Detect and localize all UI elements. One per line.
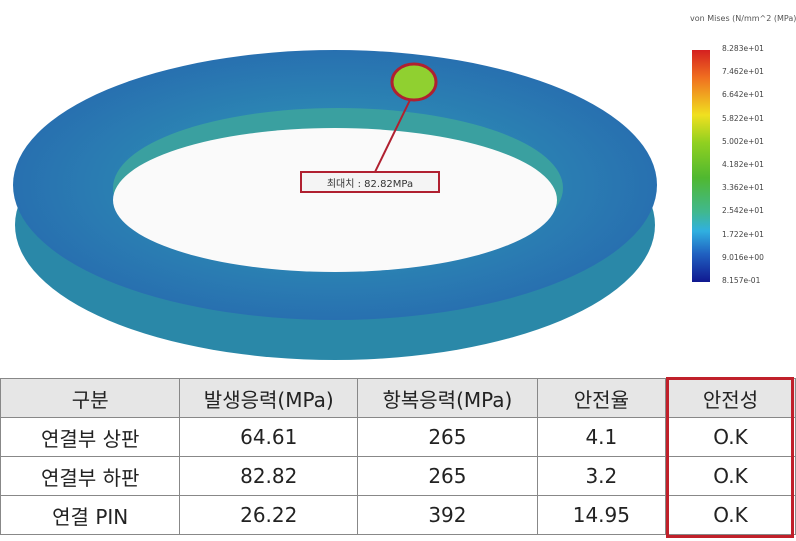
table-cell: 14.95 (536, 495, 666, 535)
max-stress-marker (390, 62, 438, 102)
legend-label: 5.822e+01 (722, 113, 764, 123)
legend-label: 3.362e+01 (722, 183, 764, 193)
legend-label: 1.722e+01 (722, 229, 764, 239)
ring-hole (113, 128, 557, 272)
table-cell: 392 (357, 495, 538, 535)
legend-label: 2.542e+01 (722, 206, 764, 216)
table-cell: 연결 PIN (0, 495, 181, 535)
table-cell: 265 (357, 417, 538, 457)
table-cell: 64.61 (179, 417, 359, 457)
table-cell: 3.2 (536, 456, 666, 496)
column-header: 안전성 (664, 378, 796, 418)
column-header: 안전율 (536, 378, 666, 418)
table-cell: 26.22 (179, 495, 359, 535)
legend-title: von Mises (N/mm^2 (MPa)) (690, 14, 796, 23)
table-row: 연결부 하판 82.82 265 3.2 O.K (0, 456, 796, 496)
table-cell: 82.82 (179, 456, 359, 496)
table-cell: O.K (664, 495, 796, 535)
table-cell: 4.1 (536, 417, 666, 457)
legend-label: 8.283e+01 (722, 44, 764, 53)
table-cell: O.K (664, 417, 796, 457)
legend-label: 8.157e-01 (722, 276, 761, 285)
legend-colorbar (692, 50, 710, 282)
table-cell: 연결부 상판 (0, 417, 181, 457)
column-header: 발생응력(MPa) (179, 378, 359, 418)
stress-contour-figure: 최대치 : 82.82MPa von Mises (N/mm^2 (MPa)) … (13, 14, 796, 360)
legend-label: 9.016e+00 (722, 252, 764, 262)
legend-label: 5.002e+01 (722, 136, 764, 146)
callout-leader (374, 99, 411, 173)
legend-label: 6.642e+01 (722, 90, 764, 100)
max-stress-callout: 최대치 : 82.82MPa (300, 171, 440, 193)
column-header: 항복응력(MPa) (357, 378, 538, 418)
table-row: 연결부 상판 64.61 265 4.1 O.K (0, 417, 796, 457)
column-header: 구분 (0, 378, 181, 418)
table-header-row: 구분 발생응력(MPa) 항복응력(MPa) 안전율 안전성 (0, 378, 796, 418)
table-cell: 연결부 하판 (0, 456, 181, 496)
table-row: 연결 PIN 26.22 392 14.95 O.K (0, 495, 796, 535)
safety-table: 구분 발생응력(MPa) 항복응력(MPa) 안전율 안전성 연결부 상판 64.61 26… (0, 378, 796, 535)
table-cell: 265 (357, 456, 538, 496)
legend-label: 7.462e+01 (722, 67, 764, 77)
legend-label: 4.182e+01 (722, 160, 764, 169)
table-cell: O.K (664, 456, 796, 496)
